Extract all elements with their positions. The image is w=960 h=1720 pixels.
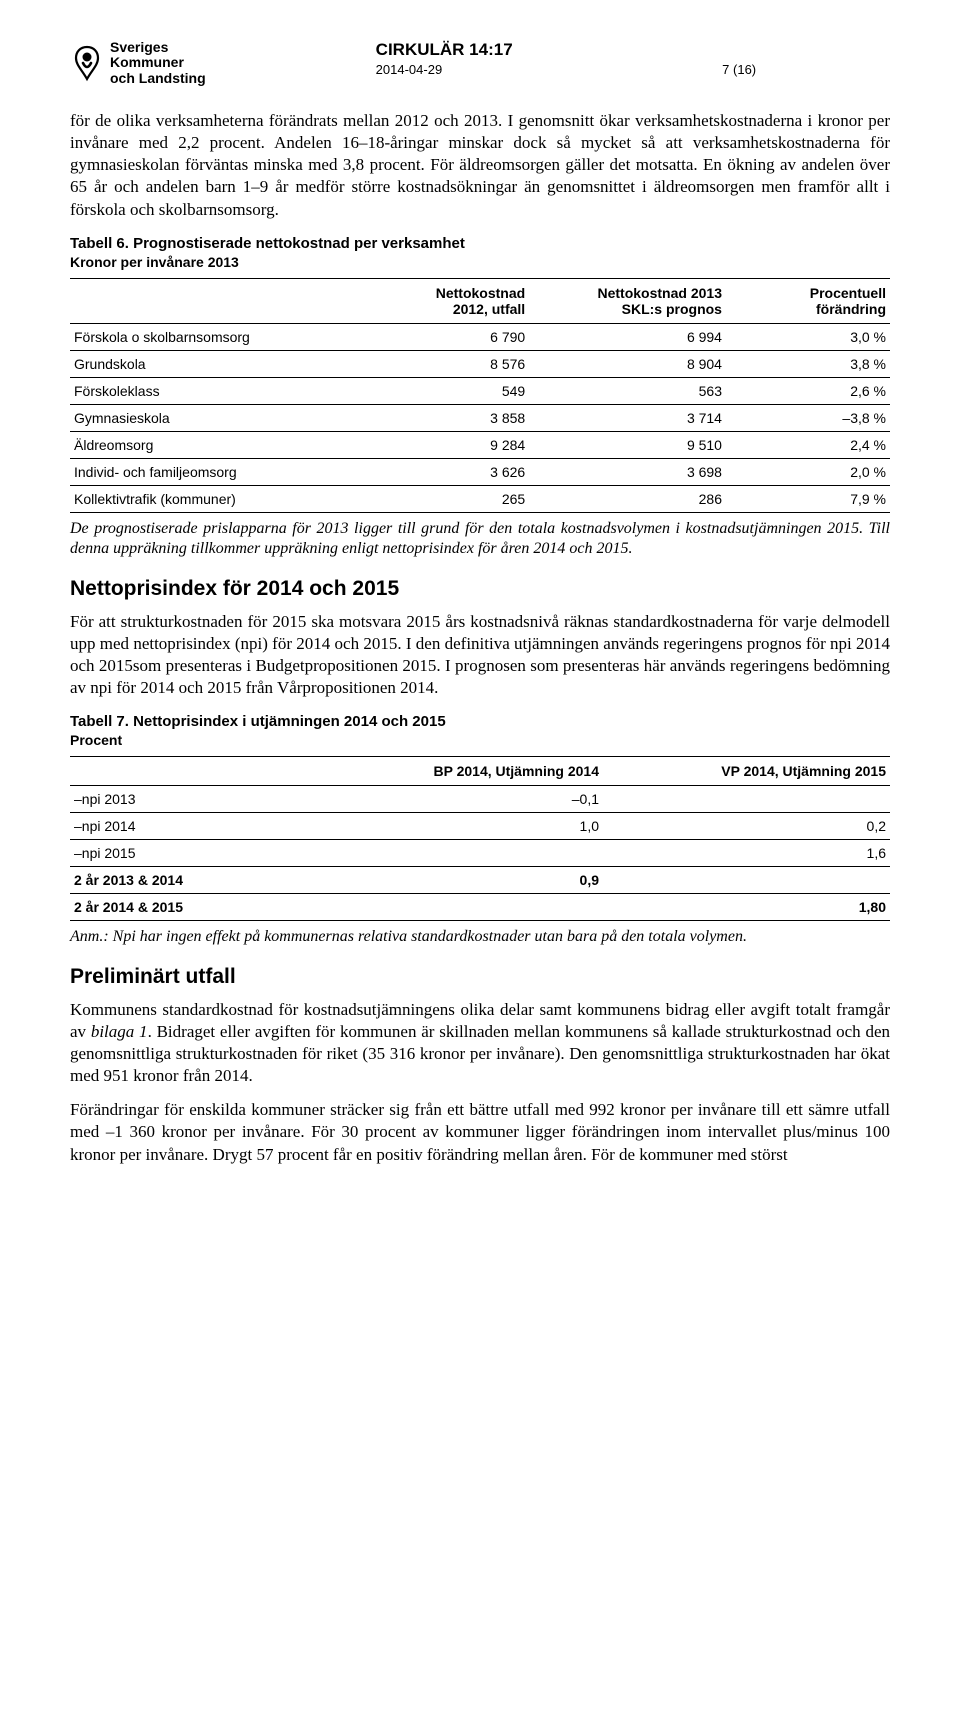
table6-col-c: 7,9 % xyxy=(726,485,890,512)
table6-label: Individ- och familjeomsorg xyxy=(70,458,365,485)
table-row: –npi 2015 1,6 xyxy=(70,840,890,867)
table7-col-b xyxy=(603,867,890,894)
table6-col-b: 3 698 xyxy=(529,458,726,485)
table6-col-a: 265 xyxy=(365,485,529,512)
table6-h2a: Nettokostnad xyxy=(436,285,525,301)
table7-col-a xyxy=(316,840,603,867)
table6-col-c: –3,8 % xyxy=(726,404,890,431)
table7-label: –npi 2013 xyxy=(70,786,316,813)
table6-title: Tabell 6. Prognostiserade nettokostnad p… xyxy=(70,235,890,252)
org-line3: och Landsting xyxy=(110,71,206,86)
table6-col-c: 2,4 % xyxy=(726,431,890,458)
table7-col-b: 1,80 xyxy=(603,894,890,921)
table7-col-a: –0,1 xyxy=(316,786,603,813)
table6-label: Grundskola xyxy=(70,350,365,377)
table7-label: –npi 2014 xyxy=(70,813,316,840)
table6-col-a: 549 xyxy=(365,377,529,404)
heading-prelim: Preliminärt utfall xyxy=(70,965,890,989)
table-row: Grundskola8 5768 9043,8 % xyxy=(70,350,890,377)
table6-label: Förskoleklass xyxy=(70,377,365,404)
table6-col-a: 8 576 xyxy=(365,350,529,377)
table7-col-a: 1,0 xyxy=(316,813,603,840)
table6-h4a: Procentuell xyxy=(810,285,886,301)
table6-h2b: 2012, utfall xyxy=(453,301,525,317)
table7-label: –npi 2015 xyxy=(70,840,316,867)
table7-h3: VP 2014, Utjämning 2015 xyxy=(603,757,890,786)
table7-col-a: 0,9 xyxy=(316,867,603,894)
table6-label: Kollektivtrafik (kommuner) xyxy=(70,485,365,512)
table6-col-a: 3 858 xyxy=(365,404,529,431)
prelim1-b: . Bidraget eller avgiften för kommunen ä… xyxy=(70,1022,890,1085)
prelim1-bilaga: bilaga 1 xyxy=(91,1022,148,1041)
table6-col-c: 2,6 % xyxy=(726,377,890,404)
table-row: Gymnasieskola3 8583 714–3,8 % xyxy=(70,404,890,431)
org-line2: Kommuner xyxy=(110,55,206,70)
org-line1: Sveriges xyxy=(110,40,206,55)
logo-text: Sveriges Kommuner och Landsting xyxy=(110,40,206,86)
table6-label: Gymnasieskola xyxy=(70,404,365,431)
table7-h1 xyxy=(70,757,316,786)
paragraph-npi: För att strukturkostnaden för 2015 ska m… xyxy=(70,611,890,699)
header-date: 2014-04-29 xyxy=(376,62,443,77)
table7-subtitle: Procent xyxy=(70,732,890,748)
table6-col-b: 3 714 xyxy=(529,404,726,431)
table6-col-a: 9 284 xyxy=(365,431,529,458)
table6-h3: Nettokostnad 2013 SKL:s prognos xyxy=(529,278,726,323)
table-row: Kollektivtrafik (kommuner)2652867,9 % xyxy=(70,485,890,512)
table7: BP 2014, Utjämning 2014 VP 2014, Utjämni… xyxy=(70,756,890,921)
table6-subtitle: Kronor per invånare 2013 xyxy=(70,254,890,270)
table6-h1 xyxy=(70,278,365,323)
table7-col-b xyxy=(603,786,890,813)
table7-label: 2 år 2014 & 2015 xyxy=(70,894,316,921)
table6-col-b: 8 904 xyxy=(529,350,726,377)
table6-h3a: Nettokostnad 2013 xyxy=(598,285,722,301)
table7-col-b: 0,2 xyxy=(603,813,890,840)
table6-col-a: 6 790 xyxy=(365,323,529,350)
table6-col-a: 3 626 xyxy=(365,458,529,485)
paragraph-prelim2: Förändringar för enskilda kommuner sträc… xyxy=(70,1099,890,1165)
table7-col-b: 1,6 xyxy=(603,840,890,867)
table-row: –npi 20141,00,2 xyxy=(70,813,890,840)
table-row: Äldreomsorg9 2849 5102,4 % xyxy=(70,431,890,458)
table6-label: Äldreomsorg xyxy=(70,431,365,458)
table7-label: 2 år 2013 & 2014 xyxy=(70,867,316,894)
table6-col-b: 9 510 xyxy=(529,431,726,458)
logo: Sveriges Kommuner och Landsting xyxy=(70,40,206,86)
table6-h4b: förändring xyxy=(816,301,886,317)
table-row: 2 år 2013 & 20140,9 xyxy=(70,867,890,894)
table-row: –npi 2013–0,1 xyxy=(70,786,890,813)
table-row: Förskola o skolbarnsomsorg6 7906 9943,0 … xyxy=(70,323,890,350)
table6-label: Förskola o skolbarnsomsorg xyxy=(70,323,365,350)
table6-h3b: SKL:s prognos xyxy=(622,301,722,317)
table7-col-a xyxy=(316,894,603,921)
header-page: 7 (16) xyxy=(722,62,756,77)
table6-col-b: 6 994 xyxy=(529,323,726,350)
heading-npi: Nettoprisindex för 2014 och 2015 xyxy=(70,577,890,601)
logo-icon xyxy=(70,43,104,83)
table6-col-c: 3,0 % xyxy=(726,323,890,350)
table6-note: De prognostiserade prislapparna för 2013… xyxy=(70,519,890,559)
header-center: CIRKULÄR 14:17 2014-04-29 7 (16) xyxy=(376,40,890,77)
paragraph-prelim1: Kommunens standardkostnad för kostnadsut… xyxy=(70,999,890,1087)
table6-h2: Nettokostnad 2012, utfall xyxy=(365,278,529,323)
table6-col-c: 3,8 % xyxy=(726,350,890,377)
table-row: Förskoleklass5495632,6 % xyxy=(70,377,890,404)
table6-col-b: 286 xyxy=(529,485,726,512)
table6-col-c: 2,0 % xyxy=(726,458,890,485)
circular-title: CIRKULÄR 14:17 xyxy=(376,40,890,60)
page-header: Sveriges Kommuner och Landsting CIRKULÄR… xyxy=(70,40,890,86)
table7-note: Anm.: Npi har ingen effekt på kommunerna… xyxy=(70,927,890,947)
table7-title: Tabell 7. Nettoprisindex i utjämningen 2… xyxy=(70,713,890,730)
table-row: 2 år 2014 & 2015 1,80 xyxy=(70,894,890,921)
table6-col-b: 563 xyxy=(529,377,726,404)
table6: Nettokostnad 2012, utfall Nettokostnad 2… xyxy=(70,278,890,513)
paragraph-intro: för de olika verksamheterna förändrats m… xyxy=(70,110,890,220)
table6-h4: Procentuell förändring xyxy=(726,278,890,323)
table-row: Individ- och familjeomsorg3 6263 6982,0 … xyxy=(70,458,890,485)
table7-h2: BP 2014, Utjämning 2014 xyxy=(316,757,603,786)
